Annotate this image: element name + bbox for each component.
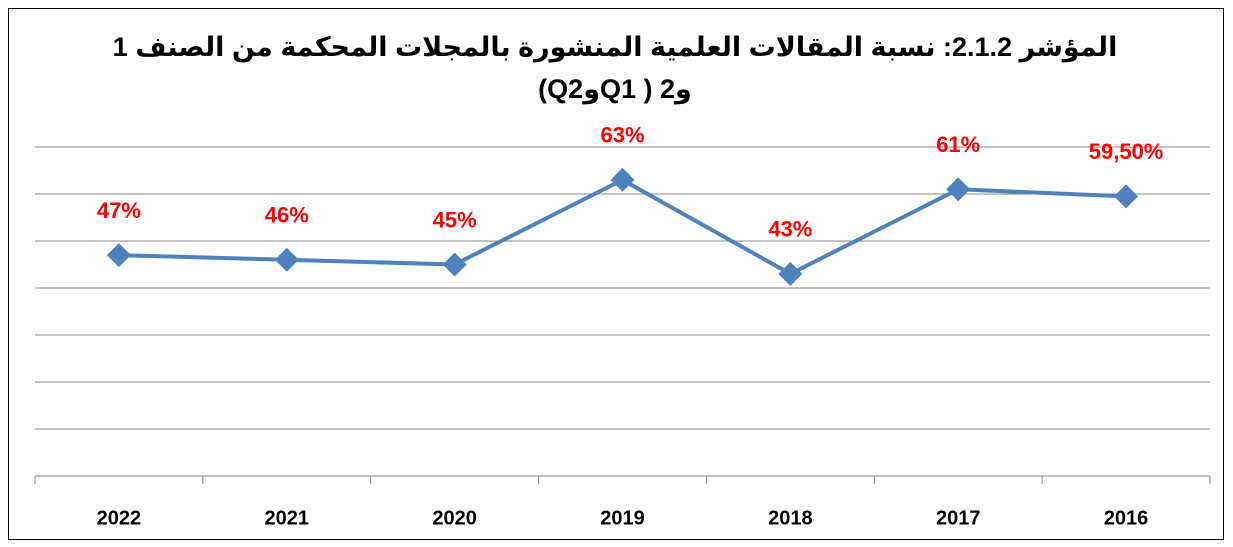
data-label: 61%	[936, 132, 980, 157]
x-tick-label: 2022	[97, 507, 142, 529]
data-point	[106, 243, 131, 268]
data-label: 63%	[600, 123, 644, 148]
data-label: 47%	[97, 198, 141, 223]
x-tick-label: 2016	[1104, 507, 1149, 529]
data-label: 46%	[265, 203, 309, 228]
data-point	[274, 247, 299, 272]
data-label: 43%	[768, 217, 812, 242]
data-point	[1114, 184, 1139, 209]
x-tick-label: 2019	[600, 507, 645, 529]
data-label: 45%	[433, 207, 477, 232]
data-point	[946, 177, 971, 202]
data-point	[778, 261, 803, 286]
x-tick-label: 2017	[936, 507, 981, 529]
x-tick-label: 2021	[265, 507, 310, 529]
chart-title: المؤشر 2.1.2: نسبة المقالات العلمية المن…	[112, 32, 1118, 104]
chart-frame	[8, 8, 1224, 540]
x-tick-label: 2020	[432, 507, 477, 529]
data-point	[442, 252, 467, 277]
data-point	[610, 167, 635, 192]
data-label: 59,50%	[1089, 139, 1164, 164]
x-tick-label: 2018	[768, 507, 813, 529]
